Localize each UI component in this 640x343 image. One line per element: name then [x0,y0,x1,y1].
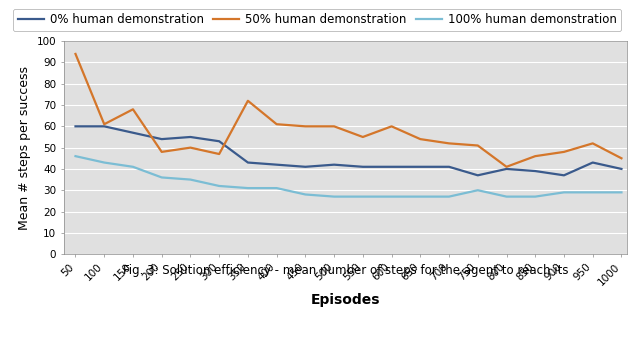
0% human demonstration [244,161,252,165]
50% human demonstration [215,152,223,156]
100% human demonstration [129,165,137,169]
100% human demonstration [502,194,510,199]
0% human demonstration [273,163,280,167]
100% human demonstration [359,194,367,199]
100% human demonstration [618,190,625,194]
0% human demonstration [301,165,309,169]
50% human demonstration [158,150,166,154]
100% human demonstration [531,194,539,199]
100% human demonstration [388,194,396,199]
50% human demonstration [301,124,309,128]
0% human demonstration [388,165,396,169]
0% human demonstration [215,139,223,143]
50% human demonstration [100,122,108,126]
100% human demonstration [215,184,223,188]
50% human demonstration [474,143,482,147]
100% human demonstration [301,192,309,197]
100% human demonstration [100,161,108,165]
50% human demonstration [273,122,280,126]
Text: Fig. 3: Solution efficiency - mean number of steps for the agent to reach its: Fig. 3: Solution efficiency - mean numbe… [123,264,568,277]
0% human demonstration [158,137,166,141]
50% human demonstration [72,52,79,56]
50% human demonstration [618,156,625,160]
0% human demonstration [618,167,625,171]
50% human demonstration [330,124,338,128]
0% human demonstration [330,163,338,167]
50% human demonstration [589,141,596,145]
Line: 50% human demonstration: 50% human demonstration [76,54,621,167]
Y-axis label: Mean # steps per success: Mean # steps per success [18,66,31,229]
100% human demonstration [417,194,424,199]
0% human demonstration [502,167,510,171]
0% human demonstration [187,135,195,139]
100% human demonstration [589,190,596,194]
Line: 100% human demonstration: 100% human demonstration [76,156,621,197]
0% human demonstration [359,165,367,169]
0% human demonstration [129,131,137,135]
50% human demonstration [445,141,453,145]
50% human demonstration [244,99,252,103]
100% human demonstration [187,178,195,182]
0% human demonstration [474,173,482,177]
50% human demonstration [502,165,510,169]
Line: 0% human demonstration: 0% human demonstration [76,126,621,175]
100% human demonstration [560,190,568,194]
50% human demonstration [359,135,367,139]
100% human demonstration [158,175,166,179]
100% human demonstration [330,194,338,199]
0% human demonstration [72,124,79,128]
0% human demonstration [445,165,453,169]
50% human demonstration [129,107,137,111]
50% human demonstration [531,154,539,158]
0% human demonstration [417,165,424,169]
50% human demonstration [388,124,396,128]
50% human demonstration [560,150,568,154]
100% human demonstration [244,186,252,190]
100% human demonstration [72,154,79,158]
X-axis label: Episodes: Episodes [311,293,380,307]
0% human demonstration [531,169,539,173]
0% human demonstration [100,124,108,128]
Legend: 0% human demonstration, 50% human demonstration, 100% human demonstration: 0% human demonstration, 50% human demons… [13,9,621,31]
0% human demonstration [589,161,596,165]
50% human demonstration [417,137,424,141]
100% human demonstration [445,194,453,199]
100% human demonstration [474,188,482,192]
100% human demonstration [273,186,280,190]
0% human demonstration [560,173,568,177]
50% human demonstration [187,145,195,150]
